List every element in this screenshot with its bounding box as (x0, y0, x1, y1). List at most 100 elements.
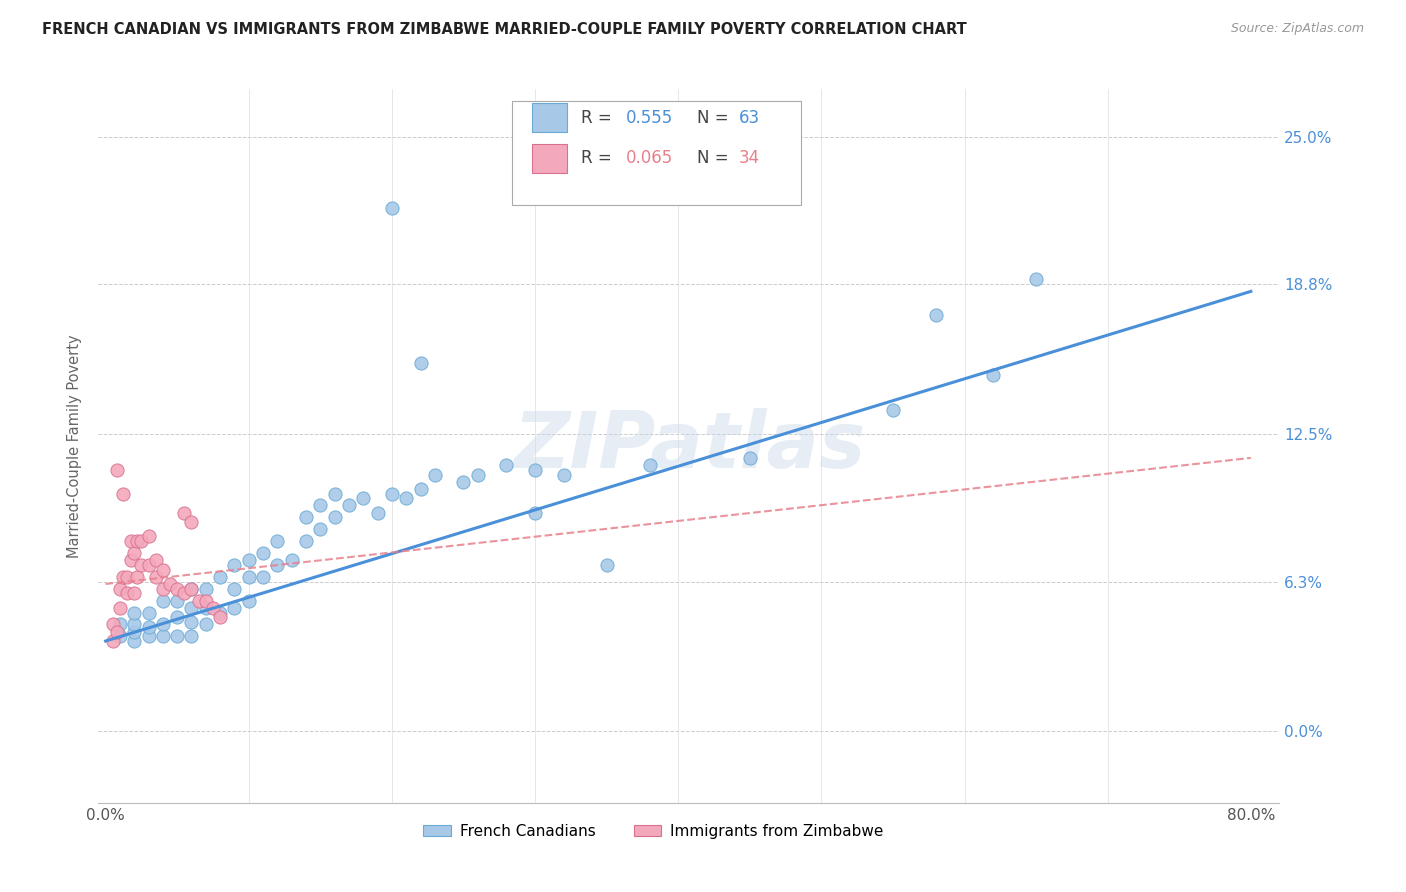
Point (201, 600, 224, 615)
Point (111, 486, 134, 500)
Point (309, 499, 332, 513)
Point (180, 615, 202, 629)
FancyBboxPatch shape (512, 102, 801, 205)
Point (152, 617, 174, 632)
Point (252, 570, 274, 584)
Point (209, 610, 232, 624)
Point (125, 534, 148, 549)
Point (108, 600, 131, 615)
Point (108, 629, 131, 643)
Point (166, 582, 188, 596)
Point (495, 458, 517, 472)
Point (152, 563, 174, 577)
Point (194, 617, 217, 632)
Point (1025, 272, 1047, 286)
Point (115, 570, 138, 584)
Point (194, 593, 217, 607)
Point (323, 510, 346, 524)
Point (981, 368, 1004, 382)
Point (180, 629, 202, 643)
Point (524, 506, 547, 520)
Point (115, 586, 138, 600)
Point (138, 620, 160, 634)
Point (145, 553, 167, 567)
Text: R =: R = (582, 109, 617, 127)
FancyBboxPatch shape (531, 103, 567, 132)
Text: 63: 63 (738, 109, 759, 127)
Point (180, 515, 202, 529)
Point (882, 403, 904, 417)
Point (409, 356, 432, 370)
Point (131, 558, 153, 572)
Text: FRENCH CANADIAN VS IMMIGRANTS FROM ZIMBABWE MARRIED-COUPLE FAMILY POVERTY CORREL: FRENCH CANADIAN VS IMMIGRANTS FROM ZIMBA… (42, 22, 967, 37)
FancyBboxPatch shape (531, 145, 567, 173)
Point (122, 624, 145, 639)
Point (105, 463, 128, 477)
Point (238, 593, 260, 607)
Point (166, 610, 188, 624)
Point (209, 570, 232, 584)
Point (395, 491, 418, 506)
Point (553, 467, 575, 482)
Point (159, 577, 181, 591)
Point (194, 600, 217, 615)
Point (166, 629, 188, 643)
Point (238, 553, 260, 567)
Point (120, 553, 142, 567)
Point (266, 534, 288, 549)
Point (101, 634, 124, 648)
Point (367, 506, 389, 520)
Point (180, 582, 202, 596)
Point (595, 558, 617, 572)
Point (638, 458, 661, 472)
Point (152, 593, 174, 607)
Point (152, 629, 174, 643)
Point (467, 467, 489, 482)
Text: R =: R = (582, 150, 617, 168)
Point (453, 475, 475, 489)
Point (108, 582, 131, 596)
Point (152, 582, 174, 596)
Text: 34: 34 (738, 150, 759, 168)
Point (122, 606, 145, 620)
Point (381, 486, 404, 500)
Point (173, 586, 195, 600)
Point (209, 606, 232, 620)
Point (111, 570, 134, 584)
Point (266, 558, 288, 572)
Point (138, 558, 160, 572)
Point (180, 600, 202, 615)
Point (224, 582, 246, 596)
Point (738, 450, 761, 465)
Point (180, 582, 202, 596)
Point (524, 463, 547, 477)
Point (224, 558, 246, 572)
Point (173, 506, 195, 520)
Text: N =: N = (697, 109, 734, 127)
Point (166, 593, 188, 607)
Point (925, 308, 948, 322)
Point (295, 510, 318, 524)
Point (423, 467, 446, 482)
Point (131, 534, 153, 549)
Text: ZIPatlas: ZIPatlas (513, 408, 865, 484)
Point (252, 546, 274, 560)
Text: N =: N = (697, 150, 734, 168)
Point (145, 570, 167, 584)
Point (381, 201, 404, 215)
Point (120, 534, 142, 549)
Point (138, 529, 160, 543)
Point (122, 546, 145, 560)
Point (224, 600, 246, 615)
Point (138, 606, 160, 620)
Point (105, 624, 128, 639)
Point (352, 491, 374, 506)
Y-axis label: Married-Couple Family Poverty: Married-Couple Family Poverty (67, 334, 83, 558)
Point (108, 617, 131, 632)
Point (280, 553, 302, 567)
Point (295, 534, 318, 549)
Point (125, 570, 148, 584)
Point (409, 482, 432, 496)
Point (122, 634, 145, 648)
Point (194, 582, 217, 596)
